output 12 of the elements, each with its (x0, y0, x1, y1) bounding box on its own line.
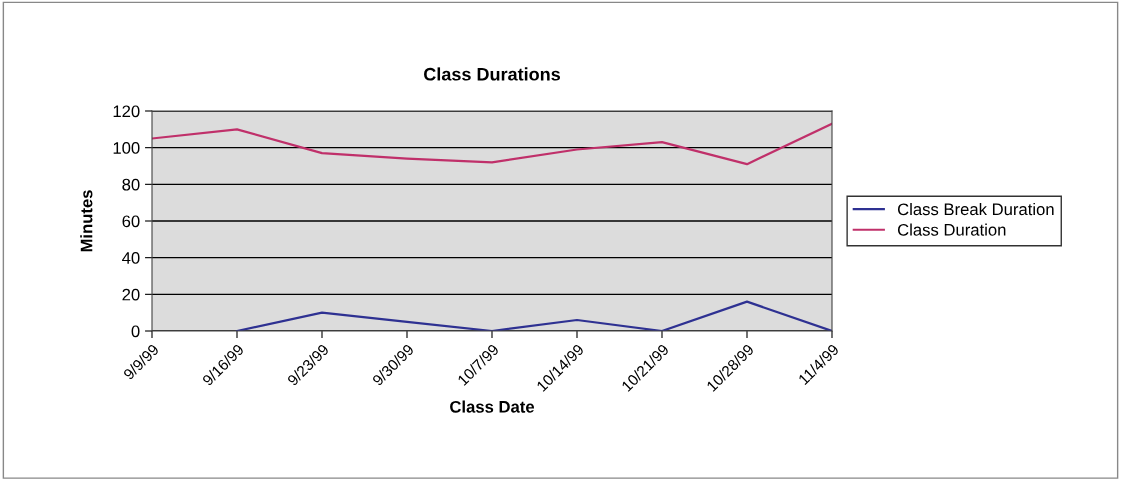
x-axis-title: Class Date (450, 400, 535, 413)
legend-label: Class Duration (897, 223, 1006, 236)
y-tick-label: 0 (131, 325, 140, 338)
y-tick-label: 120 (113, 105, 140, 118)
y-tick-label: 20 (122, 288, 140, 301)
y-tick-label: 100 (113, 142, 140, 154)
y-axis-title: Minutes (80, 190, 93, 252)
chart-title: Class Durations (424, 67, 560, 81)
y-tick-label: 80 (122, 178, 140, 191)
y-tick-label: 40 (122, 252, 140, 264)
legend-label: Class Break Duration (897, 202, 1054, 216)
y-tick-label: 60 (122, 215, 140, 228)
